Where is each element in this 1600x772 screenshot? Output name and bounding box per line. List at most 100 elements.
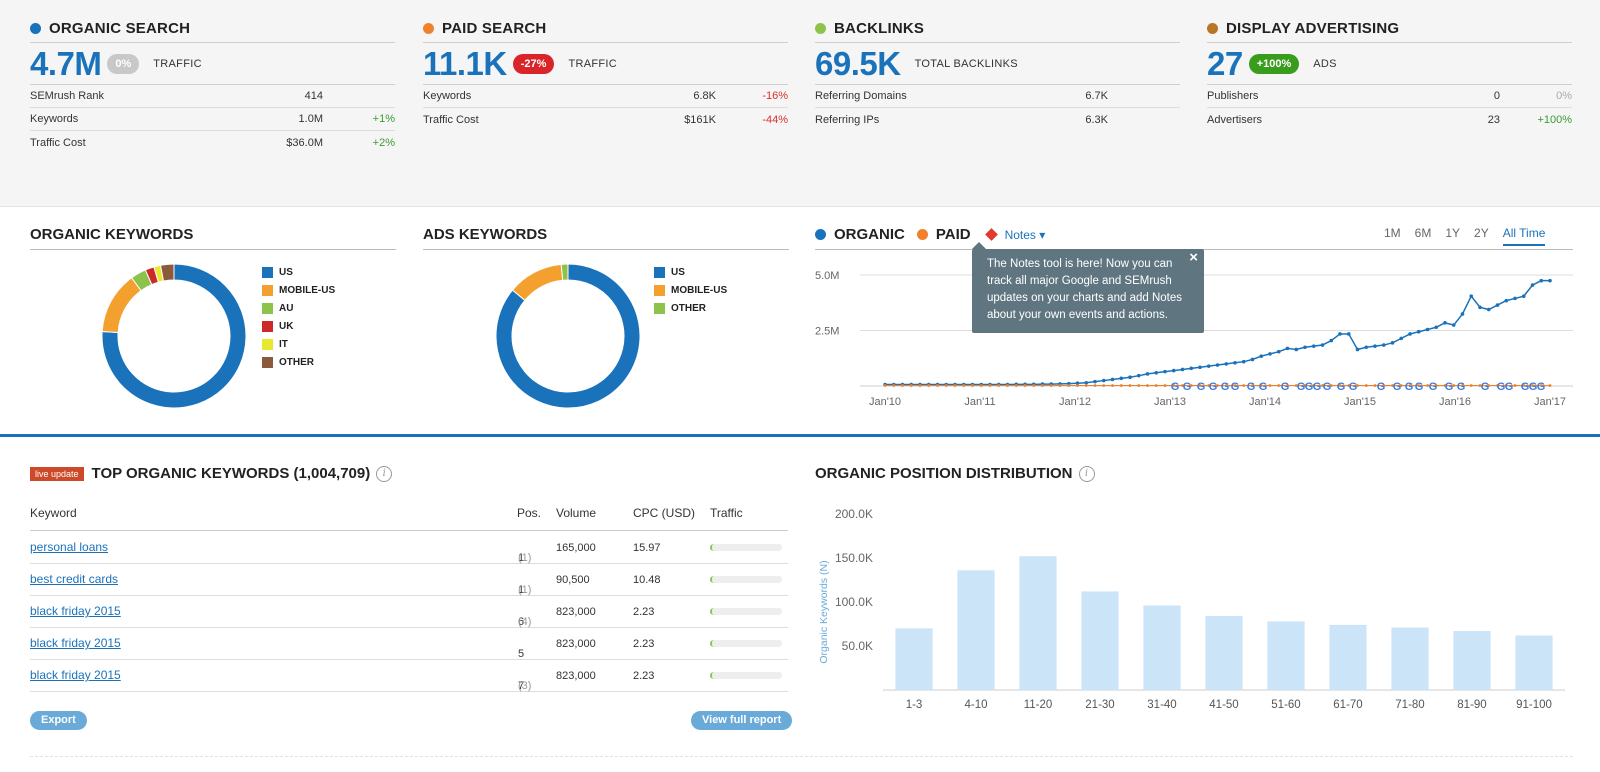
data-point[interactable] <box>1163 384 1167 387</box>
data-point[interactable] <box>1329 338 1334 343</box>
data-point[interactable] <box>1469 384 1473 387</box>
google-update-icon[interactable]: G <box>1337 381 1346 393</box>
data-point[interactable] <box>1408 332 1412 336</box>
google-update-icon[interactable]: G <box>1393 381 1402 393</box>
data-point[interactable] <box>1382 384 1386 387</box>
data-point[interactable] <box>1539 384 1543 387</box>
data-point[interactable] <box>1032 384 1036 387</box>
google-update-icon[interactable]: G <box>1521 381 1530 393</box>
data-point[interactable] <box>1381 343 1386 347</box>
data-point[interactable] <box>1276 349 1281 354</box>
google-update-icon[interactable]: G <box>1197 381 1206 393</box>
data-point[interactable] <box>1461 384 1464 387</box>
data-point[interactable] <box>1023 384 1027 387</box>
data-point[interactable] <box>1504 384 1508 387</box>
paid-legend-label[interactable]: PAID <box>935 226 971 243</box>
data-point[interactable] <box>1495 303 1500 307</box>
data-point[interactable] <box>1548 278 1552 283</box>
data-point[interactable] <box>1408 384 1412 387</box>
bar-4-10[interactable] <box>957 570 995 690</box>
tab-1y[interactable]: 1Y <box>1445 226 1461 240</box>
data-point[interactable] <box>1294 347 1299 352</box>
data-point[interactable] <box>1181 384 1184 387</box>
summary-value[interactable]: 4.7M <box>30 44 102 82</box>
keyword-link[interactable]: personal loans <box>30 540 109 554</box>
data-point[interactable] <box>1329 384 1333 387</box>
google-update-icon[interactable]: G <box>1313 381 1322 393</box>
summary-title[interactable]: ORGANIC SEARCH <box>30 20 395 43</box>
data-point[interactable] <box>1303 384 1307 387</box>
data-point[interactable] <box>1338 332 1342 336</box>
bar-51-60[interactable] <box>1267 621 1305 690</box>
data-point[interactable] <box>1259 384 1263 387</box>
google-update-icon[interactable]: G <box>1457 381 1466 393</box>
data-point[interactable] <box>962 384 966 387</box>
summary-value[interactable]: 11.1K <box>423 44 507 82</box>
summary-value[interactable]: 69.5K <box>815 44 901 82</box>
donut-slice-us[interactable] <box>495 263 641 409</box>
data-point[interactable] <box>988 384 992 387</box>
data-point[interactable] <box>1521 294 1526 298</box>
data-point[interactable] <box>1250 357 1255 362</box>
data-point[interactable] <box>1390 341 1395 345</box>
metric-value[interactable]: 6.8K <box>693 90 716 102</box>
data-point[interactable] <box>883 384 887 387</box>
bar-31-40[interactable] <box>1143 605 1181 690</box>
data-point[interactable] <box>1303 345 1307 350</box>
google-update-icon[interactable]: G <box>1247 381 1256 393</box>
google-update-icon[interactable]: G <box>1481 381 1490 393</box>
legend-item[interactable]: US <box>262 263 335 281</box>
google-update-icon[interactable]: G <box>1281 381 1290 393</box>
data-point[interactable] <box>1189 384 1193 387</box>
data-point[interactable] <box>1163 369 1167 374</box>
data-point[interactable] <box>1373 344 1377 348</box>
google-update-icon[interactable]: G <box>1445 381 1454 393</box>
legend-item[interactable]: MOBILE-US <box>654 281 727 299</box>
data-point[interactable] <box>1268 384 1272 387</box>
view-full-report-button[interactable]: View full report <box>691 711 793 730</box>
data-point[interactable] <box>1058 384 1062 387</box>
data-point[interactable] <box>1119 376 1124 381</box>
metric-value[interactable]: $36.0M <box>286 136 323 149</box>
keyword-link[interactable]: black friday 2015 <box>30 604 121 618</box>
data-point[interactable] <box>1215 363 1220 367</box>
data-point[interactable] <box>1486 307 1491 312</box>
data-point[interactable] <box>1041 384 1044 387</box>
google-update-icon[interactable]: G <box>1349 381 1358 393</box>
info-icon[interactable]: i <box>1078 465 1095 482</box>
tab-2y[interactable]: 2Y <box>1474 226 1489 240</box>
data-point[interactable] <box>1076 384 1079 387</box>
info-icon[interactable]: i <box>376 465 393 482</box>
data-point[interactable] <box>1373 384 1377 387</box>
data-point[interactable] <box>1110 377 1115 382</box>
data-point[interactable] <box>1172 384 1176 387</box>
data-point[interactable] <box>901 384 904 387</box>
data-point[interactable] <box>1014 384 1018 387</box>
google-update-icon[interactable]: G <box>1429 381 1438 393</box>
data-point[interactable] <box>1093 384 1097 387</box>
google-update-icon[interactable]: G <box>1259 381 1268 393</box>
notes-dropdown[interactable]: Notes ▾ <box>1004 227 1046 242</box>
data-point[interactable] <box>1321 384 1324 387</box>
data-point[interactable] <box>1355 347 1360 352</box>
data-point[interactable] <box>1347 384 1351 387</box>
data-point[interactable] <box>971 384 974 387</box>
google-update-icon[interactable]: G <box>1305 381 1314 393</box>
data-point[interactable] <box>1084 384 1088 387</box>
keyword-link[interactable]: black friday 2015 <box>30 668 121 682</box>
data-point[interactable] <box>1356 384 1359 387</box>
data-point[interactable] <box>1206 364 1211 368</box>
data-point[interactable] <box>1416 329 1421 334</box>
donut-slice-mobile-us[interactable] <box>511 263 564 302</box>
data-point[interactable] <box>1233 384 1237 387</box>
data-point[interactable] <box>1145 372 1150 376</box>
metric-value[interactable]: $161K <box>684 113 716 126</box>
data-point[interactable] <box>1101 378 1106 383</box>
metric-value[interactable]: 6.7K <box>1085 90 1108 102</box>
google-update-icon[interactable]: G <box>1415 381 1424 393</box>
data-point[interactable] <box>1154 384 1158 387</box>
data-point[interactable] <box>1268 352 1272 356</box>
data-point[interactable] <box>1443 384 1447 387</box>
legend-item[interactable]: OTHER <box>262 353 335 371</box>
bar-21-30[interactable] <box>1081 591 1119 690</box>
